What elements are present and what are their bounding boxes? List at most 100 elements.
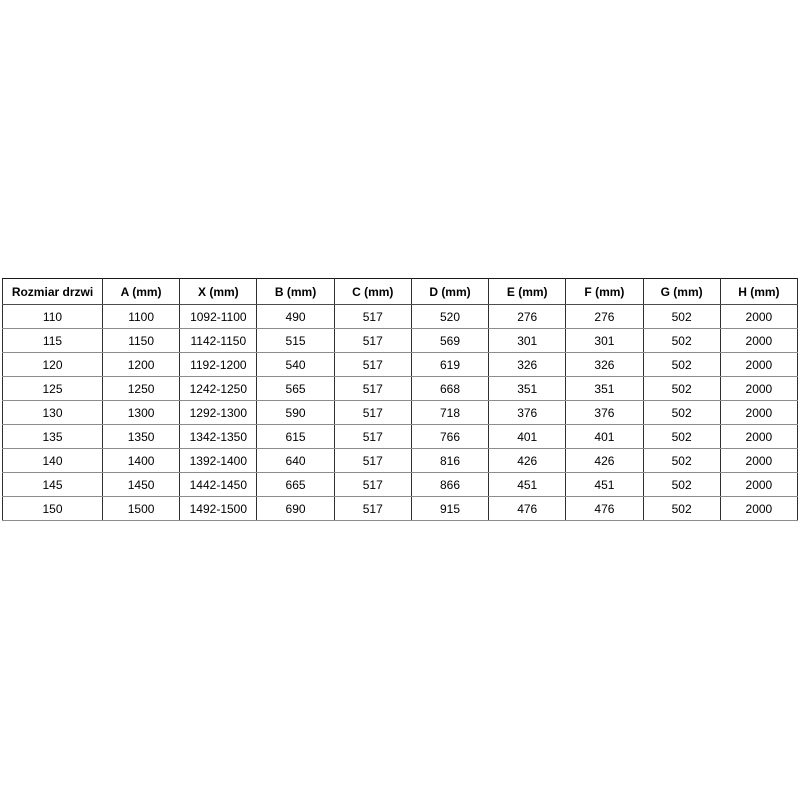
table-cell: 668	[410, 376, 490, 401]
table-cell: 502	[642, 400, 721, 425]
table-cell: 517	[333, 328, 412, 353]
table-cell: 135	[2, 424, 103, 449]
column-header-2: X (mm)	[179, 278, 258, 305]
table-cell: 140	[2, 448, 103, 473]
table-cell: 401	[565, 424, 644, 449]
table-cell: 2000	[719, 328, 799, 353]
table-cell: 145	[2, 472, 103, 497]
table-row-125: 125 1250 1242-1250 565 517 668 351 351 502 2000	[2, 376, 799, 401]
table-cell: 1500	[101, 496, 181, 521]
table-cell: 2000	[719, 424, 799, 449]
table-cell: 517	[333, 424, 412, 449]
table-cell: 110	[2, 304, 103, 329]
table-cell: 150	[2, 496, 103, 521]
table-cell: 115	[2, 328, 103, 353]
table-cell: 2000	[719, 352, 799, 377]
table-cell: 569	[410, 328, 490, 353]
table-cell: 866	[410, 472, 490, 497]
table-cell: 276	[488, 304, 567, 329]
table-row-120: 120 1200 1192-1200 540 517 619 326 326 502 2000	[2, 352, 799, 377]
table-cell: 517	[333, 448, 412, 473]
door-size-table: Rozmiar drzwi A (mm) X (mm) B (mm) C (mm) D (…	[2, 278, 799, 521]
table-header: Rozmiar drzwi A (mm) X (mm) B (mm) C (mm) D (…	[2, 278, 799, 305]
table-cell: 2000	[719, 304, 799, 329]
column-header-4: C (mm)	[333, 278, 412, 305]
table-cell: 2000	[719, 496, 799, 521]
table-cell: 1100	[101, 304, 181, 329]
table-cell: 301	[488, 328, 567, 353]
table-cell: 1092-1100	[179, 304, 258, 329]
table-header-row: Rozmiar drzwi A (mm) X (mm) B (mm) C (mm) D (…	[2, 278, 799, 305]
table-cell: 1142-1150	[179, 328, 258, 353]
column-header-9: H (mm)	[719, 278, 799, 305]
table-cell: 515	[256, 328, 335, 353]
table-cell: 502	[642, 472, 721, 497]
table-cell: 1150	[101, 328, 181, 353]
table-cell: 1200	[101, 352, 181, 377]
table-cell: 502	[642, 448, 721, 473]
column-header-7: F (mm)	[565, 278, 644, 305]
column-header-3: B (mm)	[256, 278, 335, 305]
column-header-6: E (mm)	[488, 278, 567, 305]
table-cell: 640	[256, 448, 335, 473]
table-row-145: 145 1450 1442-1450 665 517 866 451 451 502 2000	[2, 472, 799, 497]
column-header-8: G (mm)	[642, 278, 721, 305]
table-cell: 301	[565, 328, 644, 353]
table-cell: 1242-1250	[179, 376, 258, 401]
column-header-1: A (mm)	[101, 278, 181, 305]
table-cell: 326	[488, 352, 567, 377]
table-cell: 1450	[101, 472, 181, 497]
table-cell: 2000	[719, 400, 799, 425]
table-cell: 1350	[101, 424, 181, 449]
table-cell: 1300	[101, 400, 181, 425]
table-row-135: 135 1350 1342-1350 615 517 766 401 401 502 2000	[2, 424, 799, 449]
table-cell: 401	[488, 424, 567, 449]
table-row-110: 110 1100 1092-1100 490 517 520 276 276 502 2000	[2, 304, 799, 329]
table-cell: 540	[256, 352, 335, 377]
table-cell: 517	[333, 352, 412, 377]
table-cell: 1492-1500	[179, 496, 258, 521]
table-cell: 490	[256, 304, 335, 329]
table-cell: 451	[488, 472, 567, 497]
table-row-115: 115 1150 1142-1150 515 517 569 301 301 502 2000	[2, 328, 799, 353]
table-row-130: 130 1300 1292-1300 590 517 718 376 376 502 2000	[2, 400, 799, 425]
table-cell: 615	[256, 424, 335, 449]
table-cell: 517	[333, 400, 412, 425]
table-cell: 502	[642, 304, 721, 329]
table-cell: 120	[2, 352, 103, 377]
table-cell: 502	[642, 496, 721, 521]
table-cell: 718	[410, 400, 490, 425]
table-cell: 351	[488, 376, 567, 401]
table-body: 110 1100 1092-1100 490 517 520 276 276 502 2000 11…	[2, 304, 799, 521]
table-row-140: 140 1400 1392-1400 640 517 816 426 426 502 2000	[2, 448, 799, 473]
table-cell: 665	[256, 472, 335, 497]
table-cell: 517	[333, 472, 412, 497]
table-cell: 1192-1200	[179, 352, 258, 377]
table-cell: 276	[565, 304, 644, 329]
table-cell: 1250	[101, 376, 181, 401]
table-cell: 690	[256, 496, 335, 521]
table-cell: 476	[565, 496, 644, 521]
table-row-150: 150 1500 1492-1500 690 517 915 476 476 502 2000	[2, 496, 799, 521]
table-cell: 517	[333, 496, 412, 521]
table-cell: 476	[488, 496, 567, 521]
table-cell: 565	[256, 376, 335, 401]
table-cell: 125	[2, 376, 103, 401]
table-cell: 376	[488, 400, 567, 425]
table-cell: 376	[565, 400, 644, 425]
table-cell: 130	[2, 400, 103, 425]
table-cell: 2000	[719, 472, 799, 497]
table-cell: 590	[256, 400, 335, 425]
table-cell: 502	[642, 352, 721, 377]
table-cell: 1292-1300	[179, 400, 258, 425]
table-cell: 517	[333, 376, 412, 401]
column-header-0: Rozmiar drzwi	[2, 278, 103, 305]
column-header-5: D (mm)	[410, 278, 490, 305]
table-cell: 915	[410, 496, 490, 521]
table-cell: 426	[488, 448, 567, 473]
table-cell: 2000	[719, 376, 799, 401]
table-cell: 2000	[719, 448, 799, 473]
table-cell: 502	[642, 376, 721, 401]
table-cell: 520	[410, 304, 490, 329]
